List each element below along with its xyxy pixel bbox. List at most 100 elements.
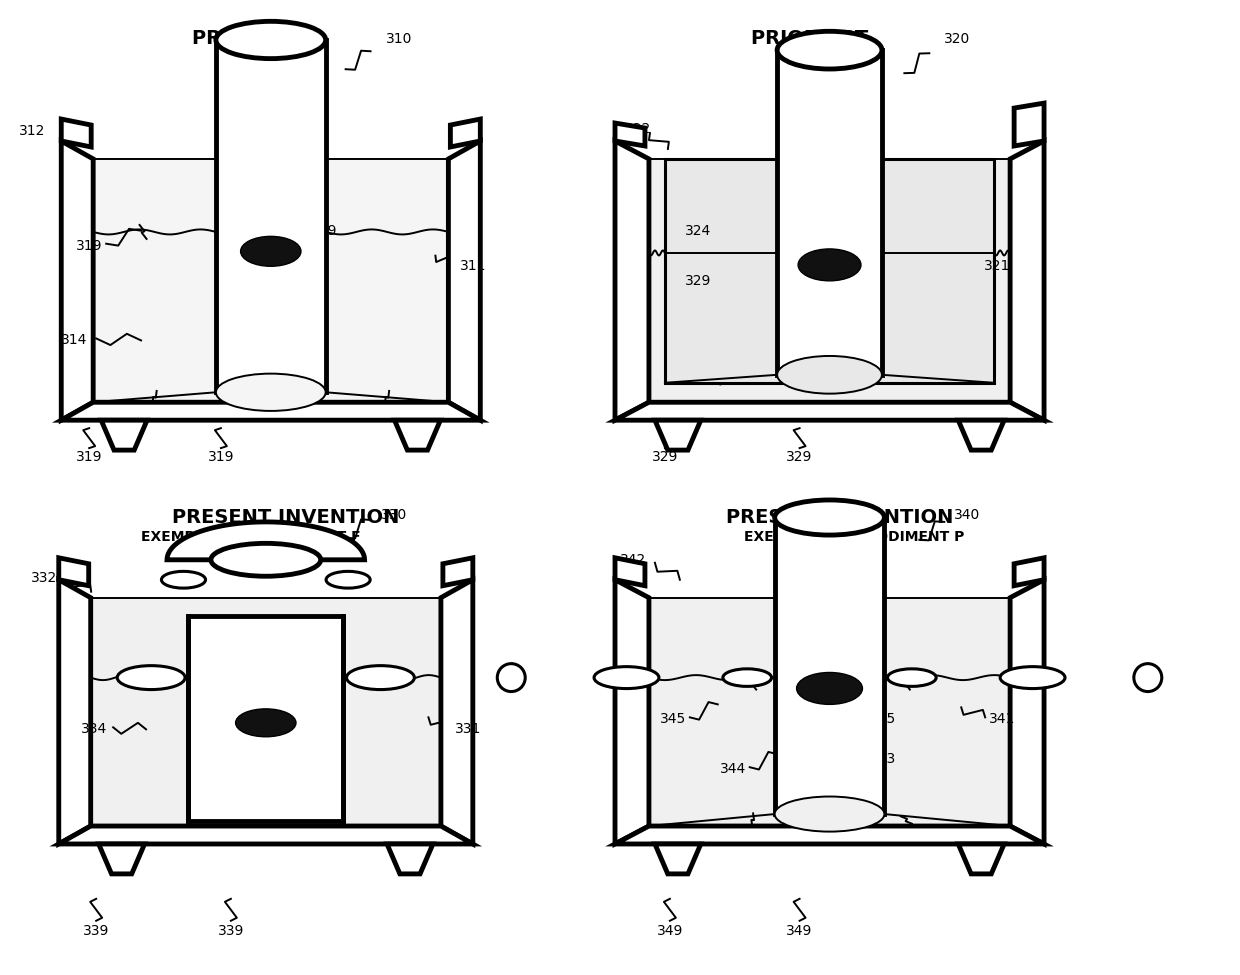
Text: 339: 339 xyxy=(218,923,244,938)
Text: 311: 311 xyxy=(460,258,487,273)
Text: 344: 344 xyxy=(719,762,746,776)
Polygon shape xyxy=(441,580,472,844)
Bar xyxy=(775,518,884,814)
Polygon shape xyxy=(58,580,91,844)
Ellipse shape xyxy=(118,666,185,689)
Text: PRIOR ART: PRIOR ART xyxy=(751,29,868,49)
Text: 319: 319 xyxy=(76,450,103,464)
Polygon shape xyxy=(102,420,148,450)
Polygon shape xyxy=(93,159,449,403)
Text: 319: 319 xyxy=(207,450,234,464)
Ellipse shape xyxy=(236,709,296,737)
Text: 349: 349 xyxy=(657,923,683,938)
Ellipse shape xyxy=(497,664,526,691)
Ellipse shape xyxy=(777,356,882,394)
Text: 343: 343 xyxy=(869,753,895,766)
Polygon shape xyxy=(99,844,145,874)
Text: 345: 345 xyxy=(660,713,686,726)
Text: 345: 345 xyxy=(869,713,895,726)
Text: 310: 310 xyxy=(386,32,412,46)
Polygon shape xyxy=(615,141,649,420)
Text: 324: 324 xyxy=(684,223,711,238)
Text: PRESENT INVENTION: PRESENT INVENTION xyxy=(725,508,954,526)
Ellipse shape xyxy=(326,571,371,588)
Polygon shape xyxy=(1014,558,1044,586)
Text: 320: 320 xyxy=(945,32,971,46)
Polygon shape xyxy=(91,598,441,826)
Ellipse shape xyxy=(796,673,863,704)
Polygon shape xyxy=(450,119,480,147)
Bar xyxy=(777,50,882,374)
Polygon shape xyxy=(394,420,440,450)
Text: 322: 322 xyxy=(625,122,651,136)
Text: 332: 332 xyxy=(31,570,57,585)
Text: 329: 329 xyxy=(684,274,712,288)
Text: 341: 341 xyxy=(990,713,1016,726)
Polygon shape xyxy=(387,844,433,874)
Text: A: A xyxy=(243,54,258,72)
Ellipse shape xyxy=(216,373,326,410)
Ellipse shape xyxy=(346,666,414,689)
Polygon shape xyxy=(615,403,1044,420)
Ellipse shape xyxy=(161,571,206,588)
Ellipse shape xyxy=(241,236,301,266)
Polygon shape xyxy=(93,159,449,403)
Ellipse shape xyxy=(216,21,326,58)
Ellipse shape xyxy=(1133,664,1162,691)
Polygon shape xyxy=(649,159,1011,403)
Text: 334: 334 xyxy=(81,722,108,736)
Polygon shape xyxy=(959,420,1004,450)
Polygon shape xyxy=(61,403,480,420)
Text: EXEMPLARY EMBODIMENT P: EXEMPLARY EMBODIMENT P xyxy=(744,529,965,544)
Bar xyxy=(665,159,994,383)
Ellipse shape xyxy=(888,669,936,686)
Polygon shape xyxy=(61,141,93,420)
Text: 339: 339 xyxy=(83,923,109,938)
Polygon shape xyxy=(1011,141,1044,420)
Ellipse shape xyxy=(1001,667,1065,688)
Bar xyxy=(216,40,326,392)
Polygon shape xyxy=(655,844,701,874)
Text: EXEMPLARY EMBODIMENT F: EXEMPLARY EMBODIMENT F xyxy=(141,529,361,544)
Text: 312: 312 xyxy=(20,124,46,138)
Text: 329: 329 xyxy=(786,450,812,464)
Ellipse shape xyxy=(594,667,658,688)
Text: 319: 319 xyxy=(76,239,103,253)
Text: A: A xyxy=(802,54,817,72)
Ellipse shape xyxy=(211,543,321,576)
Polygon shape xyxy=(1014,103,1044,146)
Text: 342: 342 xyxy=(620,553,646,566)
Polygon shape xyxy=(615,826,1044,844)
Text: 333: 333 xyxy=(231,742,257,757)
Polygon shape xyxy=(61,119,92,147)
Polygon shape xyxy=(58,558,89,586)
Text: PRESENT INVENTION: PRESENT INVENTION xyxy=(172,508,399,526)
Polygon shape xyxy=(443,558,472,586)
Text: 329: 329 xyxy=(652,450,678,464)
Text: 313: 313 xyxy=(249,338,275,352)
Polygon shape xyxy=(615,558,645,586)
Polygon shape xyxy=(649,159,1011,403)
Ellipse shape xyxy=(775,500,884,535)
Text: 321: 321 xyxy=(985,258,1011,273)
Text: 340: 340 xyxy=(955,508,981,522)
Polygon shape xyxy=(91,598,441,826)
Polygon shape xyxy=(615,123,645,146)
Ellipse shape xyxy=(775,797,884,832)
Polygon shape xyxy=(649,598,1011,826)
Polygon shape xyxy=(649,598,1011,826)
Text: 330: 330 xyxy=(381,508,407,522)
Ellipse shape xyxy=(777,31,882,69)
Polygon shape xyxy=(167,522,365,560)
Polygon shape xyxy=(655,420,701,450)
Text: 314: 314 xyxy=(61,333,88,347)
Ellipse shape xyxy=(799,249,861,281)
Text: PRIOR ART: PRIOR ART xyxy=(192,29,310,49)
Polygon shape xyxy=(449,141,480,420)
Bar xyxy=(188,616,343,822)
Polygon shape xyxy=(615,580,649,844)
Ellipse shape xyxy=(723,669,771,686)
Polygon shape xyxy=(1011,580,1044,844)
Text: 331: 331 xyxy=(455,722,482,736)
Text: 323: 323 xyxy=(839,218,866,233)
